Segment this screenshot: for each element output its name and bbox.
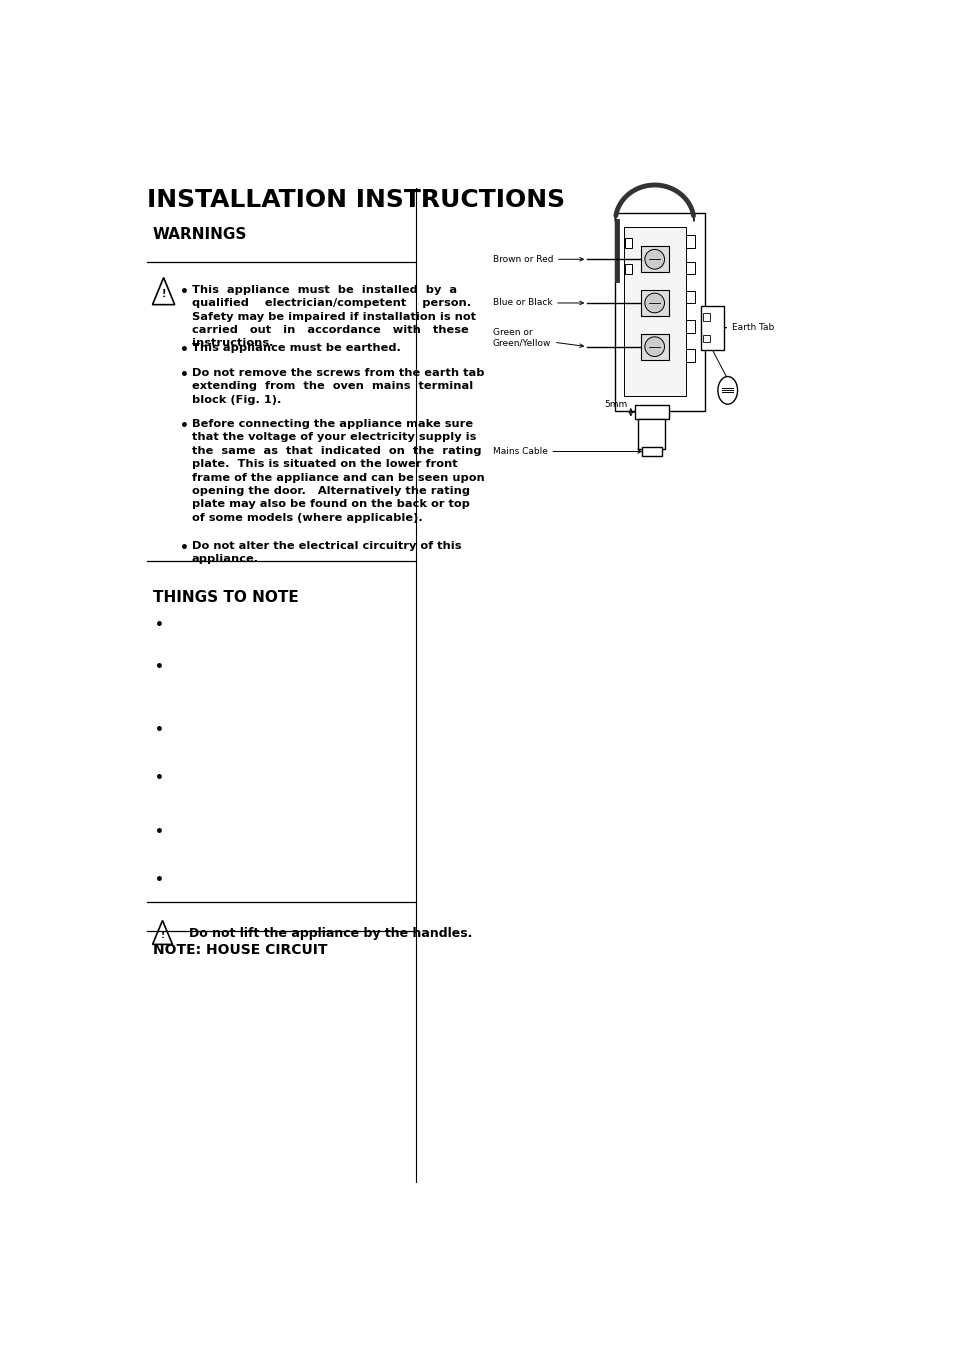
Ellipse shape — [644, 336, 664, 357]
Text: WARNINGS: WARNINGS — [152, 227, 247, 242]
FancyBboxPatch shape — [641, 447, 661, 455]
Bar — [702, 335, 709, 342]
Bar — [702, 313, 709, 320]
Bar — [640, 246, 668, 273]
Text: Mains Cable: Mains Cable — [492, 447, 640, 457]
Text: •: • — [155, 770, 164, 785]
Bar — [685, 320, 694, 332]
Text: •: • — [155, 873, 164, 886]
Bar — [685, 262, 694, 274]
Text: This  appliance  must  be  installed  by  a
qualified    electrician/competent  : This appliance must be installed by a qu… — [192, 285, 476, 349]
Bar — [685, 349, 694, 362]
Text: Do not alter the electrical circuitry of this
appliance.: Do not alter the electrical circuitry of… — [192, 540, 460, 565]
Text: •: • — [180, 540, 189, 555]
Bar — [635, 405, 668, 419]
Text: This appliance must be earthed.: This appliance must be earthed. — [192, 343, 400, 353]
Bar — [685, 290, 694, 304]
Bar — [624, 238, 632, 249]
Text: Green or
Green/Yellow: Green or Green/Yellow — [492, 328, 583, 347]
Text: •: • — [180, 367, 189, 382]
Text: +: + — [640, 430, 647, 439]
Bar — [685, 235, 694, 249]
Bar — [624, 265, 632, 274]
Text: ○: ○ — [657, 431, 661, 436]
Bar — [615, 212, 704, 411]
Text: INSTALLATION INSTRUCTIONS: INSTALLATION INSTRUCTIONS — [147, 188, 564, 212]
Text: •: • — [180, 343, 189, 357]
Bar — [640, 290, 668, 316]
Bar — [638, 419, 664, 449]
Text: Do not lift the appliance by the handles.: Do not lift the appliance by the handles… — [190, 927, 473, 940]
Bar — [700, 305, 722, 350]
Text: •: • — [155, 723, 164, 736]
Text: •: • — [180, 285, 189, 299]
Text: Blue or Black: Blue or Black — [492, 299, 583, 308]
Ellipse shape — [644, 293, 664, 313]
Text: •: • — [155, 824, 164, 839]
Text: •: • — [155, 661, 164, 674]
Text: Before connecting the appliance make sure
that the voltage of your electricity s: Before connecting the appliance make sur… — [192, 419, 484, 523]
Text: !: ! — [161, 289, 166, 300]
Ellipse shape — [644, 250, 664, 269]
Text: 5mm: 5mm — [604, 400, 627, 409]
Text: !: ! — [160, 931, 164, 940]
Text: •: • — [180, 419, 189, 434]
Text: Earth Tab: Earth Tab — [720, 323, 774, 332]
Bar — [623, 227, 685, 396]
Text: Do not remove the screws from the earth tab
extending  from  the  oven  mains  t: Do not remove the screws from the earth … — [192, 367, 484, 405]
Circle shape — [718, 377, 737, 404]
Text: Brown or Red: Brown or Red — [492, 255, 583, 263]
Bar — [640, 334, 668, 359]
Text: THINGS TO NOTE: THINGS TO NOTE — [152, 589, 298, 605]
Text: •: • — [155, 617, 164, 632]
Text: NOTE: HOUSE CIRCUIT: NOTE: HOUSE CIRCUIT — [152, 943, 327, 958]
